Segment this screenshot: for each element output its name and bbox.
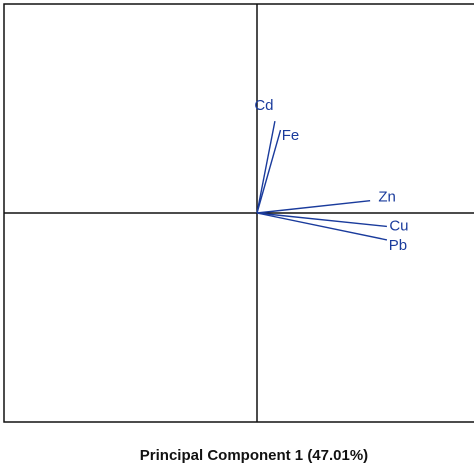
loading-label-cu: Cu <box>389 217 408 234</box>
loading-vector-zn <box>256 199 371 214</box>
loading-vector-pb <box>256 212 388 241</box>
loading-vector-cu <box>256 212 387 228</box>
loading-label-pb: Pb <box>389 237 407 254</box>
loading-vectors: Cd Fe Zn Cu Pb <box>254 97 408 254</box>
loading-vector-fe <box>256 129 282 214</box>
x-axis-label: Principal Component 1 (47.01%) <box>139 447 369 464</box>
loading-label-fe: Fe <box>282 127 300 144</box>
loading-label-zn: Zn <box>378 189 396 206</box>
loading-label-cd: Cd <box>254 97 273 114</box>
loading-vector-cd <box>256 121 276 214</box>
